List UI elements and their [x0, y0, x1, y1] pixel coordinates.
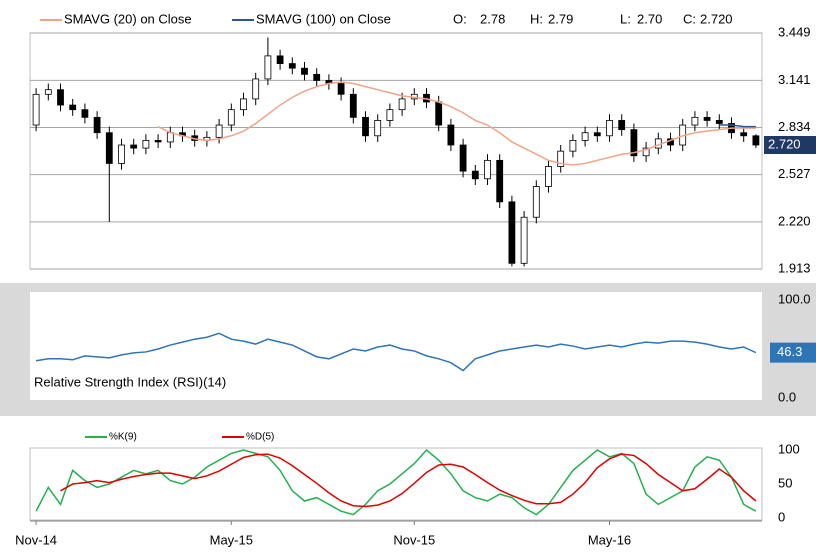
candle-body [57, 89, 64, 106]
series-line [157, 81, 756, 166]
candle-body [276, 55, 284, 64]
candle-body [569, 139, 577, 152]
candle-body [349, 93, 357, 118]
candle-body [496, 159, 504, 203]
candle-body [703, 116, 711, 121]
y-tick-label: 100.0 [778, 291, 811, 306]
series-line [35, 332, 757, 372]
candle-body [166, 132, 174, 143]
candle-body [215, 124, 223, 138]
y-tick-label: 2.527 [778, 166, 811, 181]
candle-body [264, 55, 272, 80]
header-label: C: [683, 11, 696, 26]
candle-body [557, 150, 565, 167]
candle-body [81, 109, 89, 118]
candle-body [752, 135, 760, 146]
last-value-label: 46.3 [777, 344, 802, 359]
candle-body [227, 109, 235, 126]
y-tick-label: 50 [778, 475, 792, 490]
candle-body [301, 67, 308, 75]
header-value: 2.70 [637, 11, 662, 26]
y-tick-label: 3.141 [778, 72, 811, 87]
legend-label: SMAVG (100) on Close [256, 11, 391, 26]
header-label: H: [530, 11, 543, 26]
candle-body [471, 170, 479, 180]
y-tick-label: 3.449 [778, 24, 811, 39]
last-value-box [770, 342, 816, 363]
legend-label: SMAVG (20) on Close [64, 11, 192, 26]
candle-body [118, 144, 125, 164]
candle-body [386, 109, 394, 121]
candle-body [581, 132, 589, 141]
candle-body [740, 132, 748, 137]
candle-body [484, 159, 491, 180]
candle-body [105, 132, 113, 164]
candle-body [44, 89, 52, 95]
candle-body [618, 120, 626, 131]
last-value-label: 2.720 [768, 136, 801, 151]
candle-body [142, 139, 150, 149]
candle-body [435, 101, 443, 126]
candle-body [130, 144, 138, 149]
x-tick-label: May-16 [588, 532, 631, 547]
stoch-panel [29, 447, 763, 521]
candle-body [691, 116, 699, 126]
candle-body [32, 93, 40, 126]
header-value: 2.79 [548, 11, 573, 26]
y-tick-label: 1.913 [778, 260, 811, 275]
candle-body [313, 73, 321, 81]
candle-body [508, 201, 516, 264]
y-tick-label: 100 [778, 441, 800, 456]
candle-body [93, 116, 101, 134]
header-label: O: [453, 11, 467, 26]
candle-body [715, 120, 723, 124]
candle-body [459, 144, 467, 172]
candle-body [337, 83, 345, 95]
candle-body [374, 120, 382, 137]
rsi-panel [30, 292, 762, 400]
legend-label: %K(9) [109, 432, 137, 443]
y-tick-label: 0 [778, 509, 785, 524]
candle-body [252, 78, 260, 100]
header-value: 2.78 [480, 11, 505, 26]
series-line [35, 448, 757, 516]
series-line [719, 124, 756, 128]
candle-body [630, 129, 638, 157]
y-tick-label: 2.220 [778, 213, 811, 228]
price-panel [29, 32, 763, 270]
x-tick-label: Nov-15 [393, 532, 435, 547]
header-label: L: [620, 11, 631, 26]
y-tick-label: 0.0 [778, 389, 796, 404]
candle-body [593, 132, 601, 137]
candle-body [545, 166, 552, 187]
candle-body [154, 139, 162, 143]
legend-label: %D(5) [246, 432, 274, 443]
candle-body [240, 98, 247, 111]
candle-body [398, 98, 406, 111]
candle-body [447, 124, 455, 146]
candle-body [362, 116, 369, 137]
candle-body [69, 104, 77, 111]
y-tick-label: 2.834 [778, 119, 811, 134]
panel-title: Relative Strength Index (RSI)(14) [34, 374, 226, 389]
last-value-box [764, 136, 816, 155]
candle-body [642, 147, 650, 157]
x-tick-label: Nov-14 [15, 532, 57, 547]
candle-body [520, 216, 528, 264]
header-value: 2.720 [700, 11, 733, 26]
x-tick-label: May-15 [210, 532, 253, 547]
series-line [60, 453, 757, 508]
candle-body [288, 63, 296, 69]
candle-body [606, 120, 613, 137]
candle-body [532, 186, 540, 218]
